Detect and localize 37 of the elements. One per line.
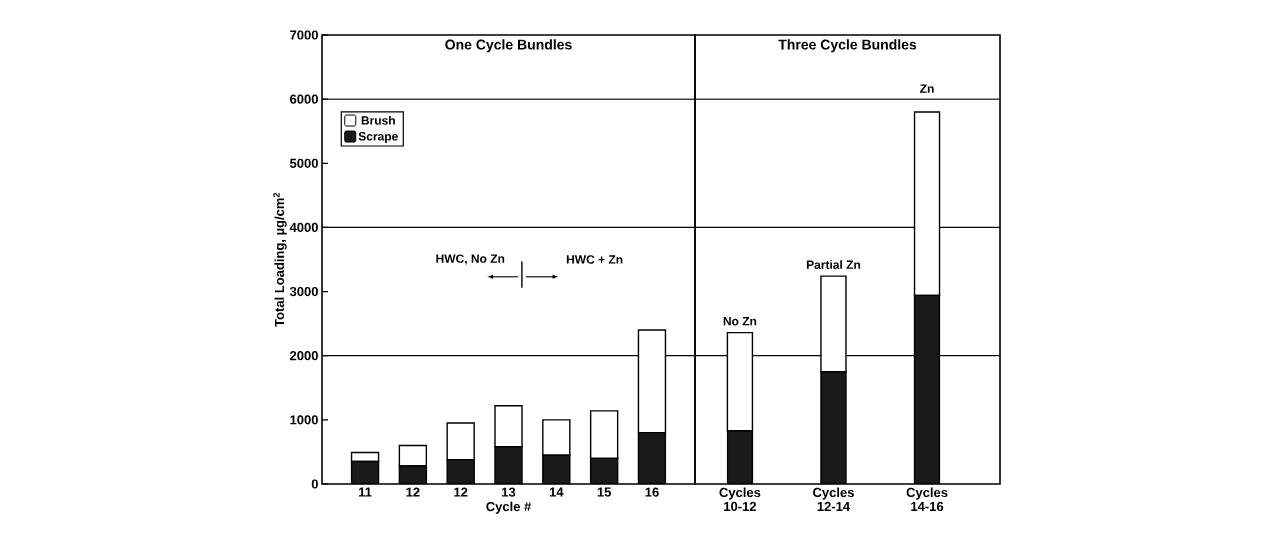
annotation: HWC, No Zn <box>436 254 505 265</box>
x-tick-label: 15 <box>597 487 612 497</box>
annotation: Zn <box>920 84 934 93</box>
y-tick-label: 3000 <box>289 286 318 297</box>
annotation: No Zn <box>723 317 757 326</box>
x-tick-label: Cycles 10-12 <box>719 487 761 512</box>
legend-label: Brush <box>361 115 395 125</box>
x-tick-label: 13 <box>502 487 516 497</box>
y-tick-label: 2000 <box>290 351 318 361</box>
legend-label: Scrape <box>358 132 398 143</box>
bar <box>494 446 523 484</box>
y-axis-title: Total Loading, µg/cm$^{2}$ <box>273 192 287 327</box>
y-tick-label: 5000 <box>289 158 318 168</box>
y-tick-label: 1000 <box>290 415 318 425</box>
x-tick-label: 12 <box>454 487 468 497</box>
y-tick-label: 0 <box>311 479 318 489</box>
y-tick-label: 7000 <box>290 30 318 40</box>
chart-title: Three Cycle Bundles <box>778 39 917 53</box>
y-tick-label: 4000 <box>289 222 318 233</box>
bar <box>589 457 619 484</box>
x-tick-label: Cycles 12-14 <box>813 487 854 511</box>
bar <box>398 444 428 467</box>
bar <box>913 294 941 484</box>
bar <box>350 460 380 484</box>
annotation: HWC + Zn <box>566 255 623 264</box>
x-tick-label: Cycles 14-16 <box>906 487 948 512</box>
x-tick-label: 14 <box>549 487 564 497</box>
bar <box>726 430 754 484</box>
chart-title: One Cycle Bundles <box>445 39 572 53</box>
bar <box>637 431 667 484</box>
x-tick-label: 11 <box>358 487 372 497</box>
x-axis-title: Cycle # <box>486 501 532 514</box>
bar <box>820 371 847 484</box>
x-tick-label: 16 <box>645 487 659 497</box>
x-tick-label: 12 <box>406 487 420 497</box>
y-tick-label: 6000 <box>290 94 318 104</box>
annotation: Partial Zn <box>806 260 861 269</box>
